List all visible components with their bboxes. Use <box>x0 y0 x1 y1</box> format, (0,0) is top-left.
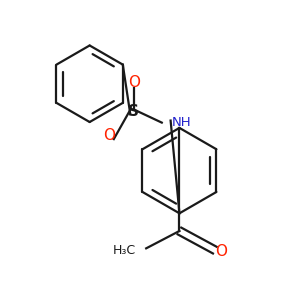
Text: O: O <box>103 128 115 143</box>
Text: O: O <box>128 75 140 90</box>
Text: H₃C: H₃C <box>113 244 136 257</box>
Text: NH: NH <box>172 116 192 128</box>
Text: O: O <box>215 244 227 259</box>
Text: S: S <box>128 104 139 119</box>
